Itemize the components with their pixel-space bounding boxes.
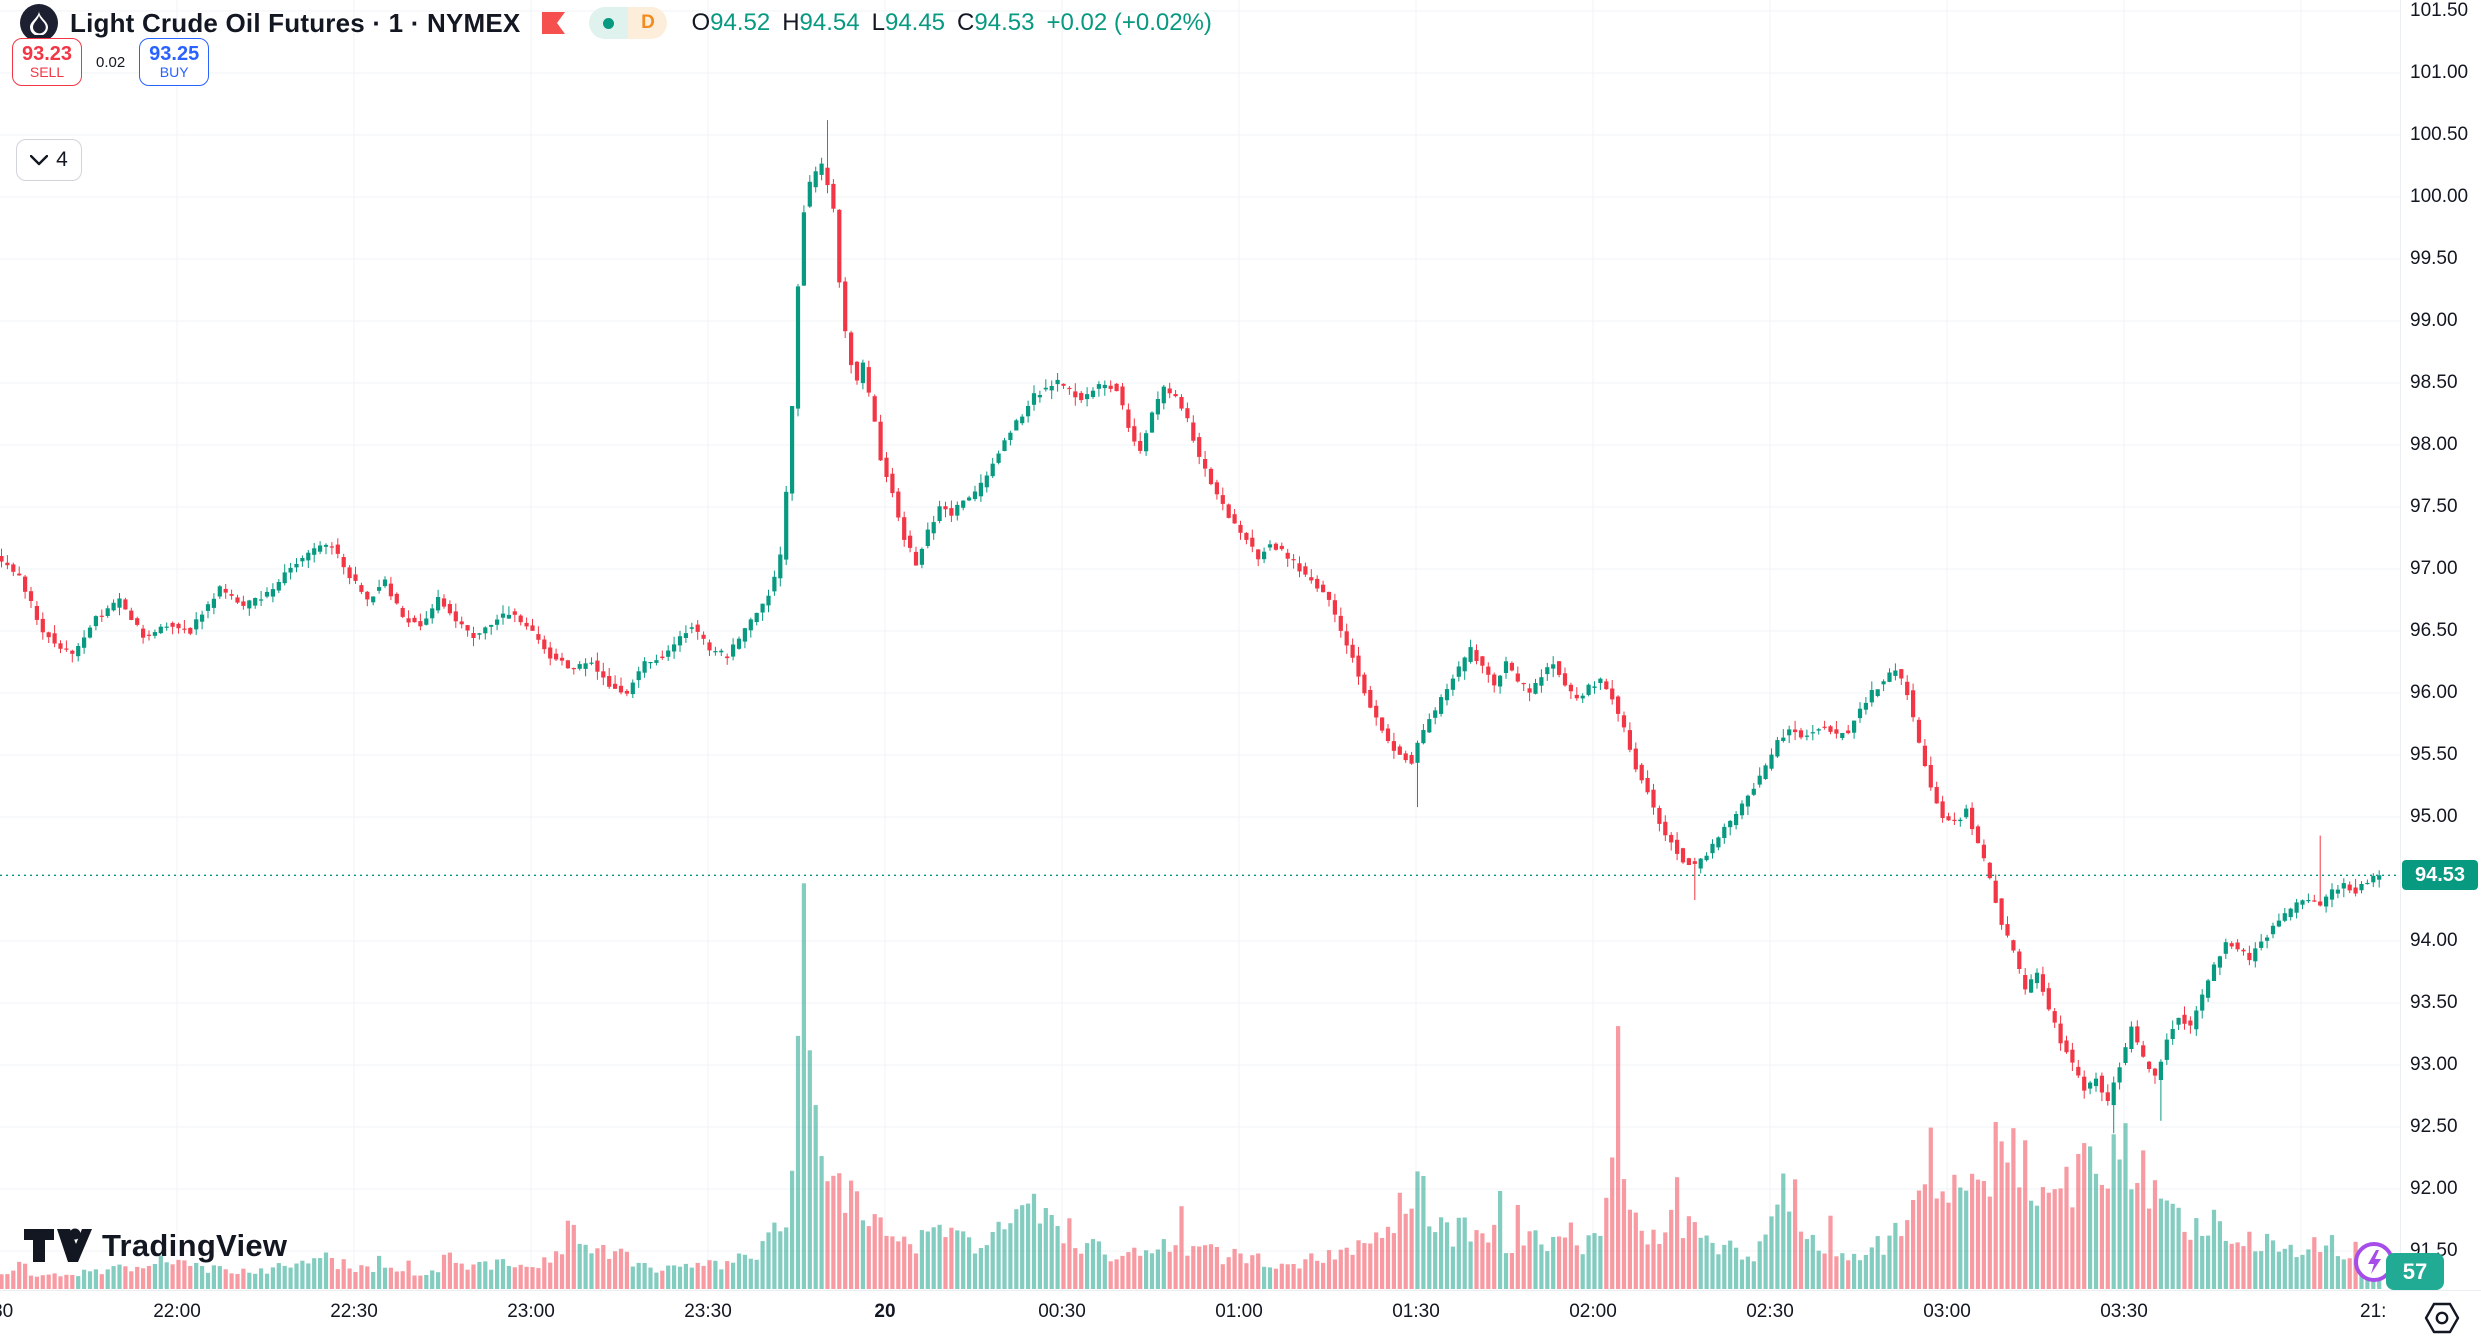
price-tick-label: 95.50 xyxy=(2410,744,2458,765)
high-value: 94.54 xyxy=(799,9,860,36)
low-label: L xyxy=(871,9,885,36)
symbol-logo-oil-drop-icon xyxy=(20,4,58,42)
price-tick-label: 97.50 xyxy=(2410,496,2458,517)
delayed-data-badge: D xyxy=(628,7,668,39)
time-tick-label: 22:00 xyxy=(153,1301,201,1322)
chevron-down-icon xyxy=(30,154,49,165)
price-tick-label: 100.50 xyxy=(2410,124,2469,145)
tradingview-watermark[interactable]: TradingView xyxy=(24,1228,287,1264)
time-tick-label: 22:30 xyxy=(330,1301,378,1322)
price-tick-label: 99.50 xyxy=(2410,248,2458,269)
price-tick-label: 95.00 xyxy=(2410,806,2458,827)
price-tick-label: 98.00 xyxy=(2410,434,2458,455)
sell-button[interactable]: 93.23 SELL xyxy=(12,38,82,86)
price-tick-label: 99.00 xyxy=(2410,310,2458,331)
time-axis[interactable]: :30 22:00 22:30 23:00 23:30 20 00:30 01:00 01:30… xyxy=(0,1290,2481,1336)
time-tick-label: 02:00 xyxy=(1569,1301,1617,1322)
price-tick-label: 98.50 xyxy=(2410,372,2458,393)
sell-price: 93.23 xyxy=(21,43,73,66)
price-tick-label: 100.00 xyxy=(2410,186,2469,207)
objects-count: 4 xyxy=(56,148,68,171)
price-tick-label: 101.50 xyxy=(2410,0,2469,21)
close-value: 94.53 xyxy=(974,9,1035,36)
time-tick-label: :30 xyxy=(0,1301,14,1322)
time-tick-label: 20 xyxy=(874,1301,896,1322)
price-axis[interactable]: 101.50 101.00 100.50 100.00 99.50 99.00 98.50 9… xyxy=(2400,0,2481,1290)
price-tick-label: 96.00 xyxy=(2410,682,2458,703)
last-price-badge: 94.53 xyxy=(2402,860,2478,890)
legend-collapse-button[interactable]: 4 xyxy=(16,139,82,181)
open-value: 94.52 xyxy=(710,9,771,36)
time-tick-label: 03:30 xyxy=(2100,1301,2148,1322)
change-value: +0.02 (+0.02%) xyxy=(1046,9,1212,36)
buy-label: BUY xyxy=(159,64,189,81)
countdown-badge: 57 xyxy=(2386,1253,2444,1290)
time-tick-label: 03:00 xyxy=(1923,1301,1971,1322)
buy-button[interactable]: 93.25 BUY xyxy=(139,38,210,86)
price-tick-label: 92.00 xyxy=(2410,1178,2458,1199)
market-status-pill[interactable]: D xyxy=(589,7,668,39)
tradingview-logo-text: TradingView xyxy=(102,1228,288,1263)
time-tick-label: 01:00 xyxy=(1215,1301,1263,1322)
time-tick-label: 23:30 xyxy=(684,1301,732,1322)
hexagon-settings-icon[interactable] xyxy=(2424,1301,2460,1336)
time-tick-label: 02:30 xyxy=(1746,1301,1794,1322)
symbol-legend: Light Crude Oil Futures · 1 · NYMEX D O9… xyxy=(20,4,1212,42)
sell-label: SELL xyxy=(29,64,65,81)
ohlc-values: O94.52 H94.54 L94.45 C94.53 +0.02 (+0.02… xyxy=(691,9,1211,37)
price-tick-label: 97.00 xyxy=(2410,558,2458,579)
price-tick-label: 93.00 xyxy=(2410,1054,2458,1075)
market-open-dot-icon xyxy=(589,7,629,39)
tradingview-logo-icon xyxy=(24,1228,92,1262)
price-tick-label: 94.00 xyxy=(2410,930,2458,951)
price-tick-label: 93.50 xyxy=(2410,992,2458,1013)
current-time-label: 21: xyxy=(2360,1301,2387,1322)
symbol-title: Light Crude Oil Futures · 1 · NYMEX xyxy=(70,7,521,38)
time-tick-label: 01:30 xyxy=(1392,1301,1440,1322)
low-value: 94.45 xyxy=(884,9,946,36)
order-panel: 93.23 SELL 0.02 93.25 BUY xyxy=(12,38,210,86)
buy-price: 93.25 xyxy=(149,43,200,66)
price-tick-label: 92.50 xyxy=(2410,1116,2458,1137)
time-tick-label: 23:00 xyxy=(507,1301,555,1322)
high-label: H xyxy=(782,9,800,36)
spread-value: 0.02 xyxy=(96,53,126,71)
open-label: O xyxy=(691,9,711,36)
time-tick-label: 00:30 xyxy=(1038,1301,1086,1322)
price-tick-label: 101.00 xyxy=(2410,62,2469,83)
close-label: C xyxy=(957,9,975,36)
flag-icon[interactable] xyxy=(540,10,567,36)
price-tick-label: 96.50 xyxy=(2410,620,2458,641)
